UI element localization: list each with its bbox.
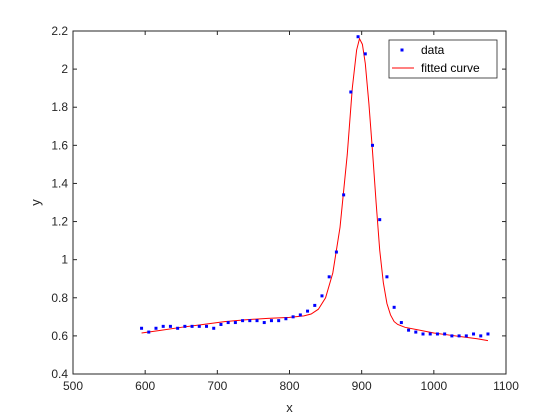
y-tick-label: 0.8 <box>51 291 68 305</box>
y-tick-label: 1.8 <box>51 100 68 114</box>
y-axis-label: y <box>28 199 43 206</box>
data-point <box>378 218 382 222</box>
data-point <box>399 321 403 325</box>
data-point <box>306 309 310 313</box>
data-point <box>226 321 230 325</box>
data-point <box>327 275 331 279</box>
data-point <box>349 90 353 94</box>
y-tick-label: 0.6 <box>51 329 68 343</box>
fit-layer <box>141 37 489 342</box>
legend-data-label: data <box>421 43 445 57</box>
marker-layer <box>140 35 490 338</box>
legend-data-marker <box>400 48 404 52</box>
x-tick-label: 700 <box>207 379 227 393</box>
data-point <box>291 315 295 319</box>
data-point <box>233 321 237 325</box>
y-tick-label: 1.6 <box>51 138 68 152</box>
data-point <box>183 324 187 328</box>
data-point <box>479 334 483 338</box>
data-point <box>205 324 209 328</box>
x-tick-label: 1000 <box>420 379 447 393</box>
x-tick-label: 800 <box>279 379 299 393</box>
data-point <box>450 334 454 338</box>
data-point <box>168 324 172 328</box>
data-point <box>443 332 447 336</box>
data-point <box>464 334 468 338</box>
data-point <box>262 321 266 325</box>
fitted-curve-line <box>141 37 489 342</box>
data-point <box>486 332 490 336</box>
data-point <box>472 332 476 336</box>
data-point <box>161 324 165 328</box>
x-tick-label: 900 <box>352 379 372 393</box>
data-point <box>414 330 418 334</box>
plot-area: 500 600 700 800 900 1000 1100 0.4 0.6 0.8 1 1.2 1.4… <box>51 24 519 393</box>
data-point <box>298 313 302 317</box>
data-point <box>190 324 194 328</box>
data-point <box>370 143 374 147</box>
data-point <box>457 334 461 338</box>
data-point <box>277 319 281 323</box>
y-tick-label: 0.4 <box>51 367 68 381</box>
y-tick-label: 1.2 <box>51 215 68 229</box>
y-tick-label: 2 <box>61 62 68 76</box>
data-point <box>421 332 425 336</box>
y-tick-label: 1.4 <box>51 176 68 190</box>
data-point <box>147 330 151 334</box>
y-axis-ticks: 0.4 0.6 0.8 1 1.2 1.4 1.6 1.8 2 2.2 <box>51 24 506 381</box>
data-point <box>342 193 346 197</box>
data-point <box>392 305 396 309</box>
legend: data fitted curve <box>388 39 498 79</box>
x-axis-label: x <box>286 400 293 415</box>
x-axis-ticks: 500 600 700 800 900 1000 1100 <box>63 31 519 393</box>
data-point <box>212 326 216 330</box>
axes-box <box>72 30 507 375</box>
x-tick-label: 1100 <box>493 379 519 393</box>
data-point <box>320 294 324 298</box>
data-point <box>313 303 317 307</box>
data-point <box>176 326 180 330</box>
data-point <box>435 332 439 336</box>
data-point <box>428 332 432 336</box>
data-point <box>255 319 259 323</box>
data-point <box>248 319 252 323</box>
y-tick-label: 1 <box>61 253 68 267</box>
legend-fit-label: fitted curve <box>421 61 480 75</box>
legend-box <box>388 39 498 79</box>
data-point <box>269 319 273 323</box>
data-point <box>219 322 223 326</box>
data-point <box>407 328 411 332</box>
data-point <box>284 317 288 321</box>
data-point <box>385 275 389 279</box>
y-tick-label: 2.2 <box>51 24 68 38</box>
data-point <box>154 326 158 330</box>
x-tick-label: 500 <box>63 379 83 393</box>
data-point <box>241 319 245 323</box>
data-point <box>363 52 367 56</box>
data-point <box>334 250 338 254</box>
data-point <box>197 324 201 328</box>
data-point <box>140 326 144 330</box>
x-tick-label: 600 <box>135 379 155 393</box>
data-point <box>356 35 360 39</box>
